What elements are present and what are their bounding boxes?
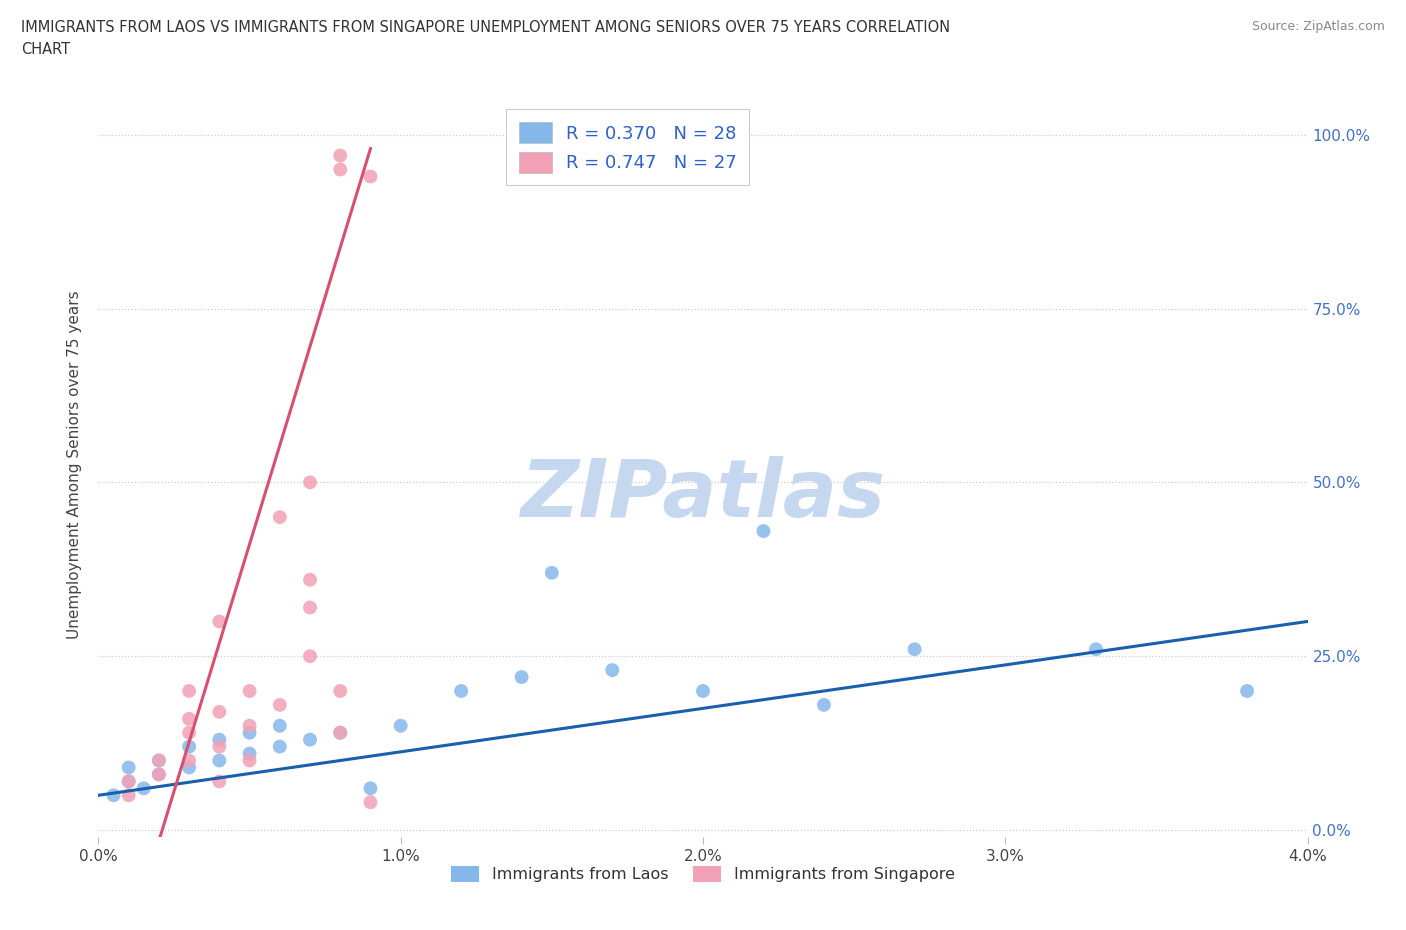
- Point: [360, 169, 382, 184]
- Point: [208, 732, 231, 747]
- Point: [103, 788, 125, 803]
- Point: [1236, 684, 1258, 698]
- Point: [360, 781, 382, 796]
- Point: [118, 788, 141, 803]
- Point: [179, 753, 201, 768]
- Point: [148, 753, 170, 768]
- Point: [118, 774, 141, 789]
- Point: [450, 684, 472, 698]
- Point: [269, 718, 291, 733]
- Point: [179, 725, 201, 740]
- Point: [299, 732, 322, 747]
- Point: [179, 684, 201, 698]
- Point: [148, 767, 170, 782]
- Point: [179, 711, 201, 726]
- Point: [208, 739, 231, 754]
- Text: IMMIGRANTS FROM LAOS VS IMMIGRANTS FROM SINGAPORE UNEMPLOYMENT AMONG SENIORS OVE: IMMIGRANTS FROM LAOS VS IMMIGRANTS FROM …: [21, 20, 950, 35]
- Point: [389, 718, 412, 733]
- Point: [118, 760, 141, 775]
- Point: [904, 642, 927, 657]
- Point: [269, 698, 291, 712]
- Point: [329, 162, 352, 177]
- Point: [329, 725, 352, 740]
- Point: [208, 753, 231, 768]
- Point: [239, 746, 262, 761]
- Point: [179, 739, 201, 754]
- Point: [299, 572, 322, 587]
- Point: [329, 725, 352, 740]
- Y-axis label: Unemployment Among Seniors over 75 years: Unemployment Among Seniors over 75 years: [67, 291, 83, 639]
- Legend: Immigrants from Laos, Immigrants from Singapore: Immigrants from Laos, Immigrants from Si…: [444, 859, 962, 888]
- Point: [813, 698, 835, 712]
- Point: [208, 774, 231, 789]
- Point: [510, 670, 533, 684]
- Text: CHART: CHART: [21, 42, 70, 57]
- Point: [179, 760, 201, 775]
- Point: [540, 565, 562, 580]
- Text: ZIPatlas: ZIPatlas: [520, 456, 886, 534]
- Point: [118, 774, 141, 789]
- Point: [299, 600, 322, 615]
- Text: Source: ZipAtlas.com: Source: ZipAtlas.com: [1251, 20, 1385, 33]
- Point: [239, 718, 262, 733]
- Point: [752, 524, 775, 538]
- Point: [239, 725, 262, 740]
- Point: [360, 795, 382, 810]
- Point: [269, 739, 291, 754]
- Point: [299, 475, 322, 490]
- Point: [692, 684, 714, 698]
- Point: [148, 753, 170, 768]
- Point: [208, 704, 231, 719]
- Point: [1085, 642, 1108, 657]
- Point: [239, 753, 262, 768]
- Point: [602, 663, 624, 678]
- Point: [239, 684, 262, 698]
- Point: [269, 510, 291, 525]
- Point: [148, 767, 170, 782]
- Point: [132, 781, 155, 796]
- Point: [208, 614, 231, 629]
- Point: [299, 649, 322, 664]
- Point: [329, 148, 352, 163]
- Point: [329, 684, 352, 698]
